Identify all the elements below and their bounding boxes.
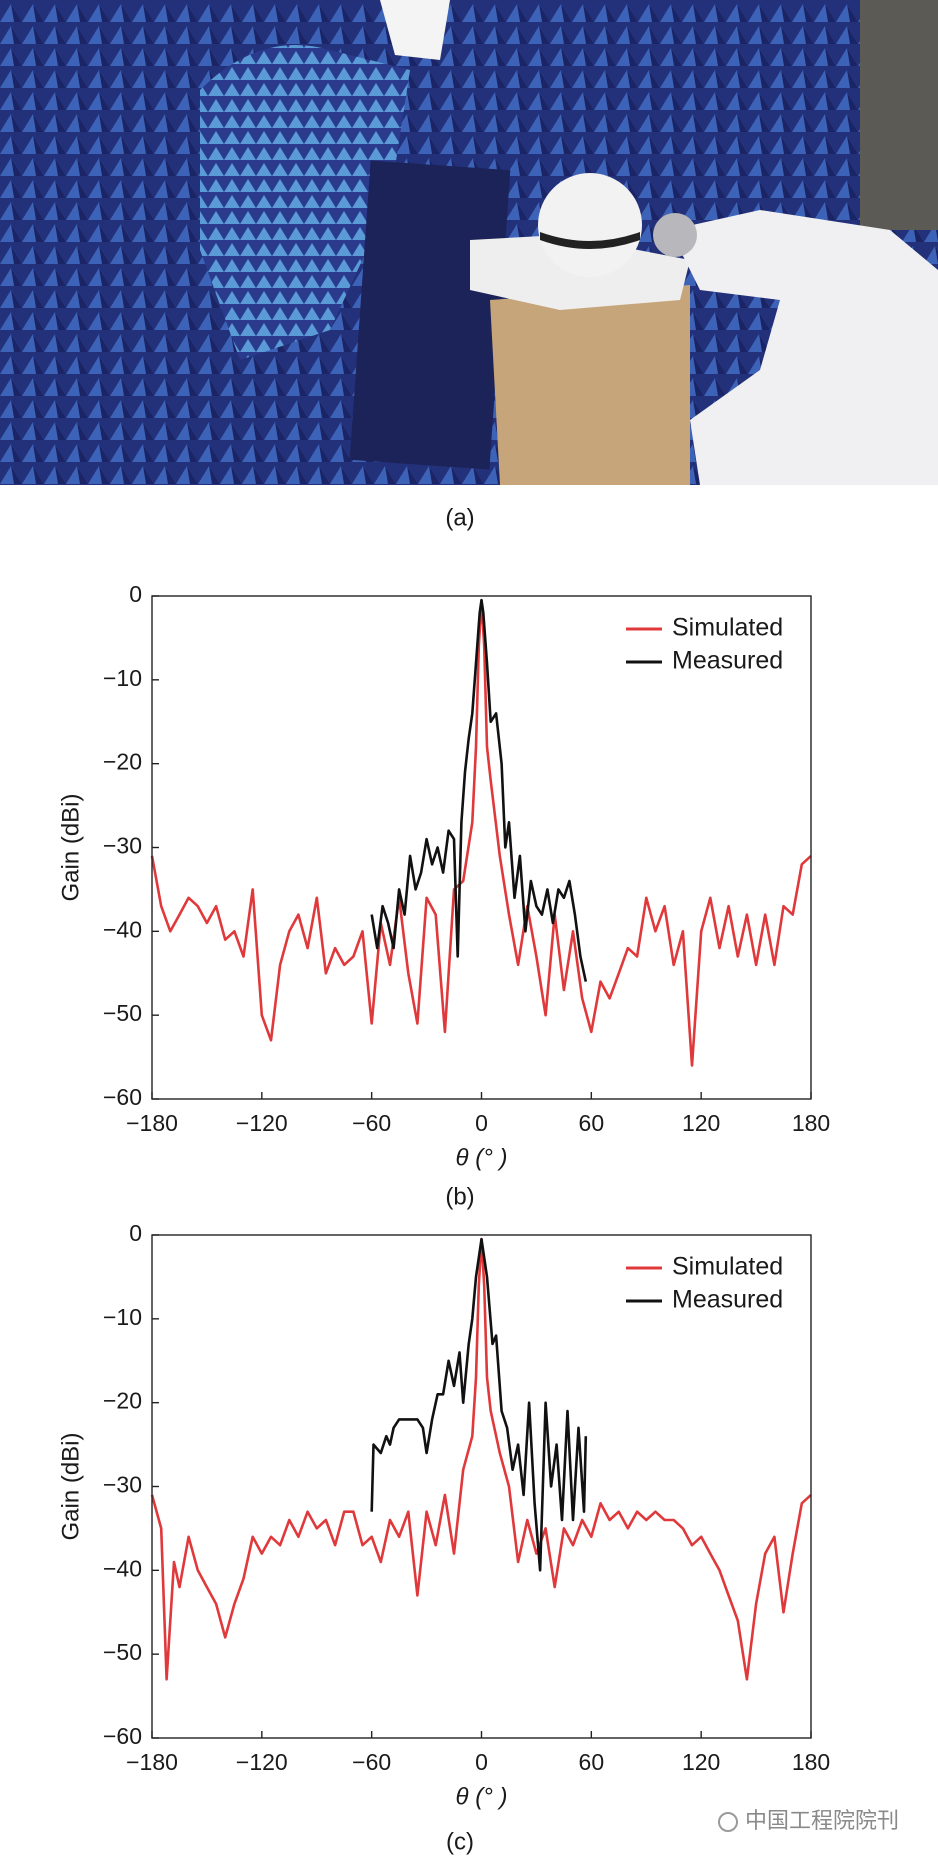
legend-label: Simulated	[672, 614, 783, 642]
y-tick-label: −30	[103, 1472, 142, 1498]
y-axis-label: Gain (dBi)	[57, 1432, 84, 1540]
series-line	[370, 598, 588, 982]
x-tick-label: 180	[792, 1110, 830, 1136]
x-tick-label: 0	[475, 1110, 488, 1136]
y-tick-label: −10	[103, 665, 142, 691]
legend-label: Measured	[672, 1286, 783, 1314]
legend-label: Simulated	[672, 1253, 783, 1281]
x-tick-label: 60	[579, 1749, 605, 1775]
caption: (c)	[446, 1828, 474, 1855]
watermark: 中国工程院院刊	[745, 1808, 899, 1833]
x-tick-label: 0	[475, 1749, 488, 1775]
caption: (a)	[445, 504, 474, 531]
y-tick-label: −50	[103, 1639, 142, 1665]
x-tick-label: −120	[236, 1110, 288, 1136]
y-axis-label: Gain (dBi)	[57, 793, 84, 901]
x-tick-label: −120	[236, 1749, 288, 1775]
watermark-icon	[718, 1812, 738, 1832]
x-tick-label: 180	[792, 1749, 830, 1775]
y-tick-label: 0	[129, 1220, 142, 1246]
x-axis-label: θ (° )	[456, 1783, 508, 1810]
x-axis-label: θ (° )	[456, 1144, 508, 1171]
y-tick-label: −50	[103, 1000, 142, 1026]
x-tick-label: 120	[682, 1110, 720, 1136]
y-tick-label: −40	[103, 916, 142, 942]
caption: (b)	[445, 1183, 474, 1210]
y-tick-label: −40	[103, 1555, 142, 1581]
y-tick-label: −30	[103, 833, 142, 859]
y-tick-label: −20	[103, 1388, 142, 1414]
y-tick-label: −60	[103, 1084, 142, 1110]
x-tick-label: 60	[579, 1110, 605, 1136]
photo	[0, 0, 938, 485]
legend-label: Measured	[672, 647, 783, 675]
x-tick-label: 120	[682, 1749, 720, 1775]
x-tick-label: −180	[126, 1749, 178, 1775]
y-tick-label: −60	[103, 1723, 142, 1749]
x-tick-label: −60	[352, 1110, 391, 1136]
x-tick-label: −180	[126, 1110, 178, 1136]
series-line	[370, 1237, 588, 1572]
x-tick-label: −60	[352, 1749, 391, 1775]
y-tick-label: −10	[103, 1304, 142, 1330]
series-line	[150, 1237, 812, 1681]
y-tick-label: 0	[129, 581, 142, 607]
y-tick-label: −20	[103, 749, 142, 775]
